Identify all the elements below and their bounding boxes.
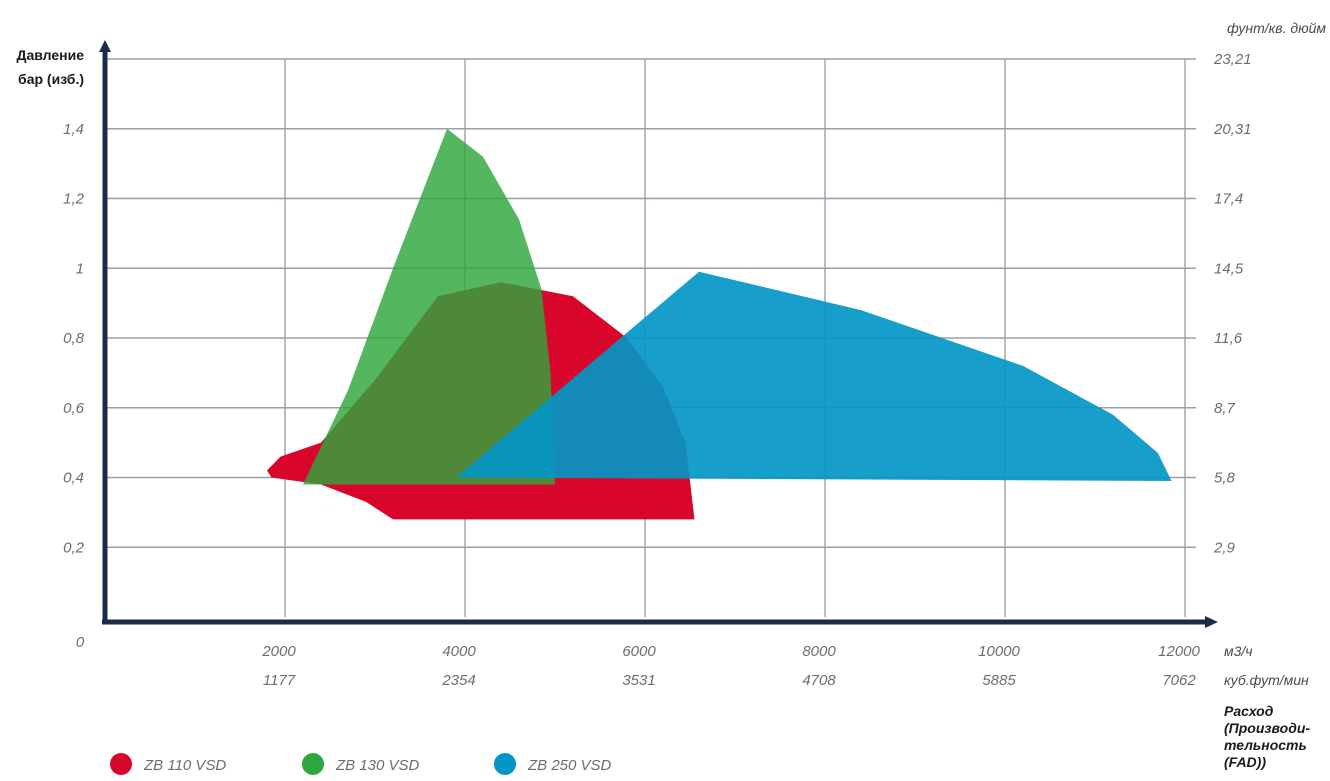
x-axis-title: тельность	[1224, 737, 1307, 753]
y-tick-label-right: 23,21	[1213, 51, 1252, 68]
legend-swatch	[302, 753, 324, 775]
y-tick-label: 0,8	[63, 330, 85, 347]
x-axis-unit-secondary: куб.фут/мин	[1224, 672, 1309, 688]
y-tick-label-right: 14,5	[1214, 260, 1244, 277]
grid	[105, 58, 1196, 617]
y-tick-label: 0,6	[63, 400, 85, 417]
x-axis-arrow	[1205, 616, 1218, 628]
y-tick-label-right: 5,8	[1214, 470, 1236, 487]
x-tick-label-secondary: 5885	[982, 672, 1016, 689]
legend-swatch	[110, 753, 132, 775]
y-tick-label: 0,2	[63, 539, 85, 556]
x-axis-title: Расход	[1224, 703, 1274, 719]
x-tick-label-secondary: 2354	[441, 672, 475, 689]
axes	[99, 40, 1218, 628]
y-axis-title: бар (изб.)	[18, 71, 84, 87]
legend-swatch	[494, 753, 516, 775]
y-tick-label: 1	[76, 260, 84, 277]
tick-labels: 0,2 2,9 0,4 5,8 0,6 8,7 0,8 11,6 1 14,5 1,2 17,4 1,4…	[16, 20, 1326, 770]
y-tick-label-right: 8,7	[1214, 400, 1236, 417]
y-tick-label-right: 11,6	[1214, 330, 1243, 347]
y-tick-label-right: 2,9	[1213, 539, 1236, 556]
y-tick-label: 1,2	[63, 191, 85, 208]
series-area-3	[456, 271, 1172, 481]
y-tick-label: 0,4	[63, 470, 84, 487]
x-tick-label: 2000	[261, 643, 296, 660]
x-axis-title: (Производи-	[1224, 720, 1310, 736]
x-tick-label: 10000	[978, 643, 1020, 660]
legend: ZB 110 VSD ZB 130 VSD ZB 250 VSD	[110, 753, 612, 775]
x-tick-label: 4000	[442, 643, 476, 660]
y-axis-title: Давление	[16, 47, 84, 63]
series-area-2	[303, 128, 555, 485]
x-tick-label: 8000	[802, 643, 836, 660]
x-tick-label: 6000	[622, 643, 656, 660]
x-tick-label-secondary: 1177	[263, 672, 296, 689]
x-tick-label: 12000	[1158, 643, 1200, 660]
x-tick-label-secondary: 3531	[622, 672, 655, 689]
series-areas	[267, 128, 1172, 520]
y-tick-label-right: 17,4	[1214, 191, 1243, 208]
x-axis-title: (FAD))	[1224, 754, 1266, 770]
legend-label: ZB 130 VSD	[335, 757, 420, 774]
x-axis-unit-primary: м3/ч	[1224, 643, 1253, 659]
legend-label: ZB 110 VSD	[143, 757, 226, 774]
y-axis-unit-right: фунт/кв. дюйм	[1227, 20, 1326, 36]
y-axis-arrow	[99, 40, 111, 52]
x-tick-label-secondary: 7062	[1162, 672, 1196, 689]
legend-label: ZB 250 VSD	[527, 757, 612, 774]
x-tick-label-secondary: 4708	[802, 672, 836, 689]
origin-label: 0	[76, 634, 85, 651]
y-tick-label: 1,4	[63, 121, 84, 138]
y-tick-label-right: 20,31	[1213, 121, 1252, 138]
